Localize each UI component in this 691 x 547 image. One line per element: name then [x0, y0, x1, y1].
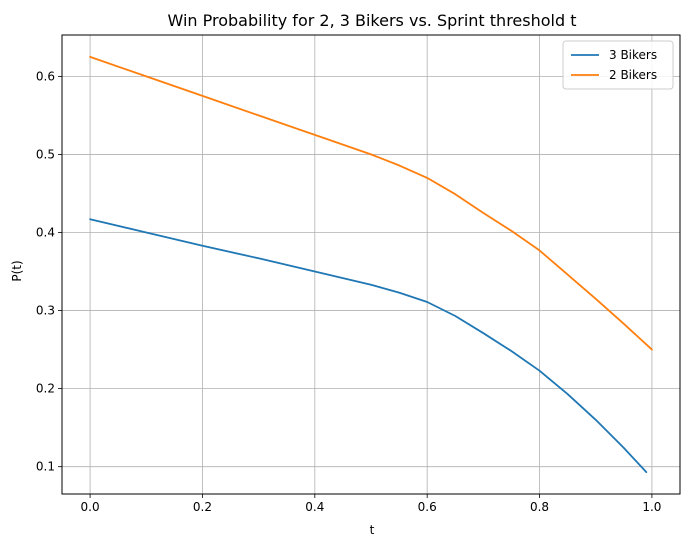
x-axis-label: t	[370, 523, 375, 537]
y-axis-ticks: 0.1 0.2 0.3 0.4 0.5 0.6	[36, 69, 62, 474]
x-tick-label: 0.6	[418, 500, 437, 514]
y-tick-label: 0.2	[36, 382, 55, 396]
series-line-three-bikers	[89, 218, 648, 474]
y-tick-label: 0.3	[36, 304, 55, 318]
x-axis-ticks: 0.0 0.2 0.4 0.6 0.8 1.0	[81, 494, 661, 514]
chart-title: Win Probability for 2, 3 Bikers vs. Spri…	[168, 11, 577, 30]
y-tick-label: 0.6	[36, 69, 55, 83]
y-tick-label: 0.1	[36, 460, 55, 474]
y-axis-label: P(t)	[10, 260, 24, 281]
legend: 3 Bikers 2 Bikers	[562, 40, 674, 90]
x-tick-label: 1.0	[642, 500, 661, 514]
x-tick-label: 0.0	[81, 500, 100, 514]
legend-label: 2 Bikers	[609, 68, 657, 82]
x-tick-label: 0.8	[530, 500, 549, 514]
plot-frame	[61, 34, 681, 495]
series-lines	[89, 56, 653, 474]
legend-box	[562, 40, 674, 90]
series-line-two-bikers	[89, 56, 653, 351]
legend-label: 3 Bikers	[609, 48, 657, 62]
y-tick-label: 0.5	[36, 147, 55, 161]
x-tick-label: 0.2	[193, 500, 212, 514]
x-tick-label: 0.4	[305, 500, 324, 514]
y-tick-label: 0.4	[36, 225, 55, 239]
